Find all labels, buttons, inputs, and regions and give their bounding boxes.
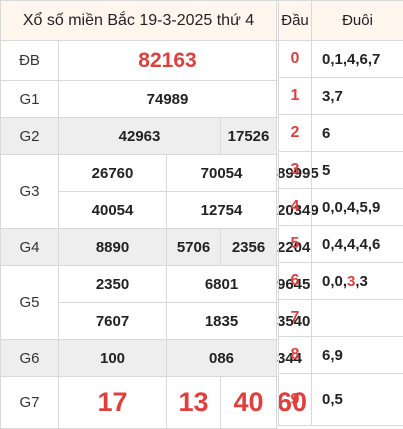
prize-row-db: ĐB 82163 (1, 41, 277, 81)
prize-number-g7: 17 (59, 377, 167, 429)
loto-row: 5 0,4,4,4,6 (279, 226, 403, 263)
loto-row: 0 0,1,4,6,7 (279, 41, 403, 78)
prize-number-g3: 12754 (167, 192, 277, 229)
loto-duoi: 6 (312, 115, 403, 152)
loto-duoi: 0,0,4,5,9 (312, 189, 403, 226)
prize-number-g4: 2356 (221, 229, 277, 266)
prize-row-g6: G6 100 086 344 (1, 340, 277, 377)
loto-dau: 7 (279, 300, 312, 337)
loto-dau: 1 (279, 78, 312, 115)
prize-number-g4: 5706 (167, 229, 221, 266)
dau-header: Đầu (279, 1, 312, 41)
prize-row-g2: G2 42963 17526 (1, 118, 277, 155)
prize-label-db: ĐB (1, 41, 59, 81)
prize-number-g6: 100 (59, 340, 167, 377)
loto-duoi: 5 (312, 152, 403, 189)
prize-number-g4: 8890 (59, 229, 167, 266)
prize-number-g2: 17526 (221, 118, 277, 155)
loto-row: 2 6 (279, 115, 403, 152)
prize-number-g7: 40 (221, 377, 277, 429)
loto-table: Đầu Đuôi 0 0,1,4,6,7 1 3,7 2 6 3 5 4 0,0… (278, 0, 403, 426)
loto-duoi: 0,1,4,6,7 (312, 41, 403, 78)
loto-duoi-part: 0,0, (322, 273, 347, 290)
prize-label-g5: G5 (1, 266, 59, 340)
prize-label-g4: G4 (1, 229, 59, 266)
duoi-header: Đuôi (312, 1, 403, 41)
prize-number-g3: 26760 (59, 155, 167, 192)
loto-dau: 4 (279, 189, 312, 226)
prize-label-g7: G7 (1, 377, 59, 429)
loto-duoi (312, 300, 403, 337)
loto-row: 8 6,9 (279, 337, 403, 374)
loto-duoi: 0,4,4,4,6 (312, 226, 403, 263)
prize-label-g3: G3 (1, 155, 59, 229)
loto-row: 1 3,7 (279, 78, 403, 115)
prize-label-g2: G2 (1, 118, 59, 155)
prize-number-g3: 40054 (59, 192, 167, 229)
prize-row-g4: G4 8890 5706 2356 2204 (1, 229, 277, 266)
loto-dau: 2 (279, 115, 312, 152)
page-title: Xổ số miền Bắc 19-3-2025 thứ 4 (1, 1, 277, 41)
prize-number-db: 82163 (59, 41, 277, 81)
loto-row: 7 (279, 300, 403, 337)
prize-row-g3: G3 26760 70054 89995 (1, 155, 277, 192)
results-table: Xổ số miền Bắc 19-3-2025 thứ 4 ĐB 82163 … (0, 0, 277, 429)
prize-number-g1: 74989 (59, 81, 277, 118)
loto-dau: 3 (279, 152, 312, 189)
loto-duoi: 3,7 (312, 78, 403, 115)
loto-dau: 8 (279, 337, 312, 374)
loto-row: 6 0,0,3,3 (279, 263, 403, 300)
loto-dau: 0 (279, 41, 312, 78)
loto-row: 4 0,0,4,5,9 (279, 189, 403, 226)
loto-row: 3 5 (279, 152, 403, 189)
prize-label-g1: G1 (1, 81, 59, 118)
loto-duoi: 0,0,3,3 (312, 263, 403, 300)
loto-duoi-part: ,3 (355, 273, 368, 290)
lottery-results-panel: Xổ số miền Bắc 19-3-2025 thứ 4 ĐB 82163 … (0, 0, 403, 418)
loto-dau: 6 (279, 263, 312, 300)
prize-number-g5: 2350 (59, 266, 167, 303)
prize-number-g5: 6801 (167, 266, 277, 303)
prize-number-g7: 13 (167, 377, 221, 429)
prize-number-g5: 7607 (59, 303, 167, 340)
prize-number-g6: 086 (167, 340, 277, 377)
prize-row-g1: G1 74989 (1, 81, 277, 118)
prize-number-g2: 42963 (59, 118, 221, 155)
prize-number-g3: 70054 (167, 155, 277, 192)
loto-duoi: 6,9 (312, 337, 403, 374)
prize-row-g5: G5 2350 6801 9645 (1, 266, 277, 303)
prize-number-g5: 1835 (167, 303, 277, 340)
prize-row-g7: G7 17 13 40 60 (1, 377, 277, 429)
loto-dau: 5 (279, 226, 312, 263)
prize-label-g6: G6 (1, 340, 59, 377)
